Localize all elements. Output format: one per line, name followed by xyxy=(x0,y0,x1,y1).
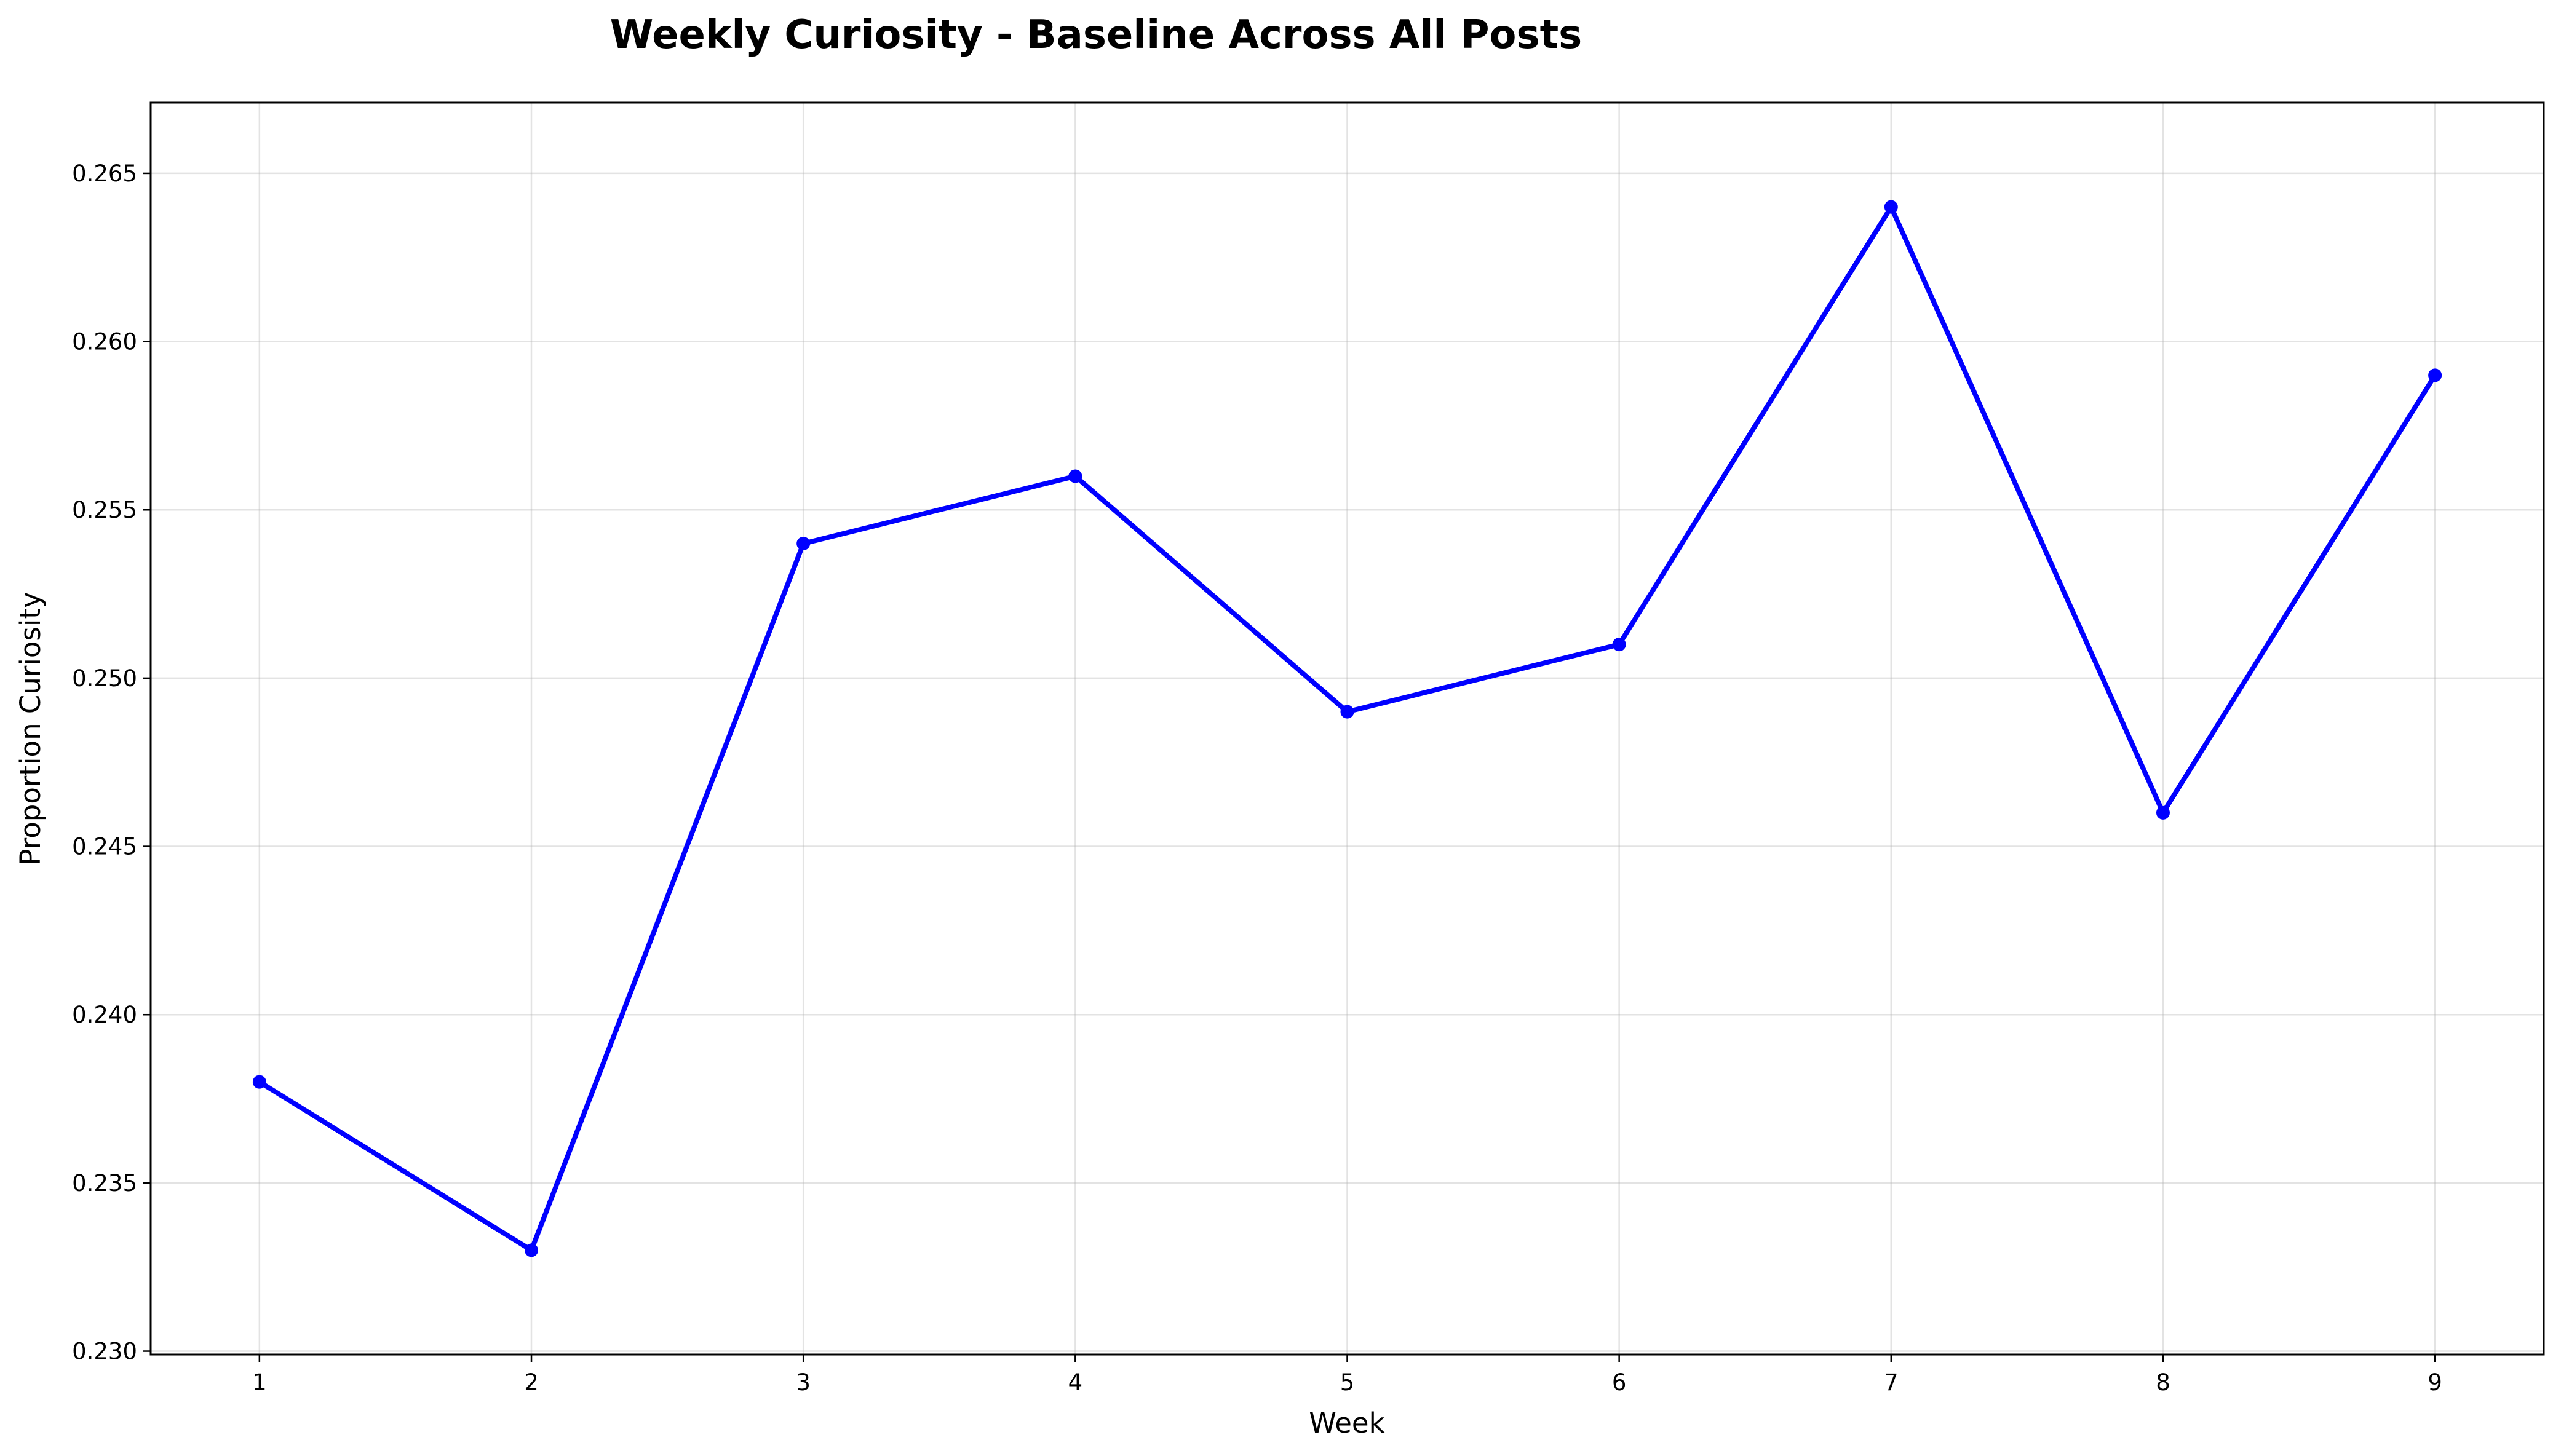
series-layer xyxy=(252,200,2442,1257)
data-point xyxy=(1068,469,1082,483)
data-point xyxy=(252,1075,266,1089)
data-point xyxy=(2156,805,2170,820)
x-axis-label: Week xyxy=(1309,1407,1384,1439)
data-point xyxy=(1340,705,1354,719)
x-tick-label: 7 xyxy=(1884,1369,1899,1396)
data-point xyxy=(1884,200,1898,214)
x-tick-label: 1 xyxy=(252,1369,267,1396)
data-point xyxy=(1612,638,1626,652)
x-tick-label: 9 xyxy=(2428,1369,2442,1396)
x-tick-label: 5 xyxy=(1340,1369,1355,1396)
chart-title: Weekly Curiosity - Baseline Across All P… xyxy=(610,12,1582,58)
y-tick-label: 0.255 xyxy=(72,497,137,523)
y-tick-label: 0.265 xyxy=(72,160,137,187)
axis-ticks: 1 2 3 4 5 6 7 8 9 0.230 0.235 0.240 0.245 0.250 0.255 0… xyxy=(72,160,2442,1396)
y-axis-label: Proportion Curiosity xyxy=(14,592,47,865)
x-tick-label: 2 xyxy=(524,1369,539,1396)
y-tick-label: 0.260 xyxy=(72,329,137,355)
x-tick-label: 4 xyxy=(1068,1369,1083,1396)
grid xyxy=(151,103,2544,1355)
y-tick-label: 0.245 xyxy=(72,834,137,860)
data-point xyxy=(2428,368,2442,382)
x-tick-label: 3 xyxy=(796,1369,811,1396)
data-point xyxy=(796,536,811,550)
y-tick-label: 0.235 xyxy=(72,1170,137,1197)
y-tick-label: 0.240 xyxy=(72,1002,137,1028)
y-tick-label: 0.250 xyxy=(72,665,137,692)
y-tick-label: 0.230 xyxy=(72,1339,137,1365)
x-tick-label: 8 xyxy=(2156,1369,2170,1396)
data-point xyxy=(525,1243,539,1257)
x-tick-label: 6 xyxy=(1612,1369,1627,1396)
